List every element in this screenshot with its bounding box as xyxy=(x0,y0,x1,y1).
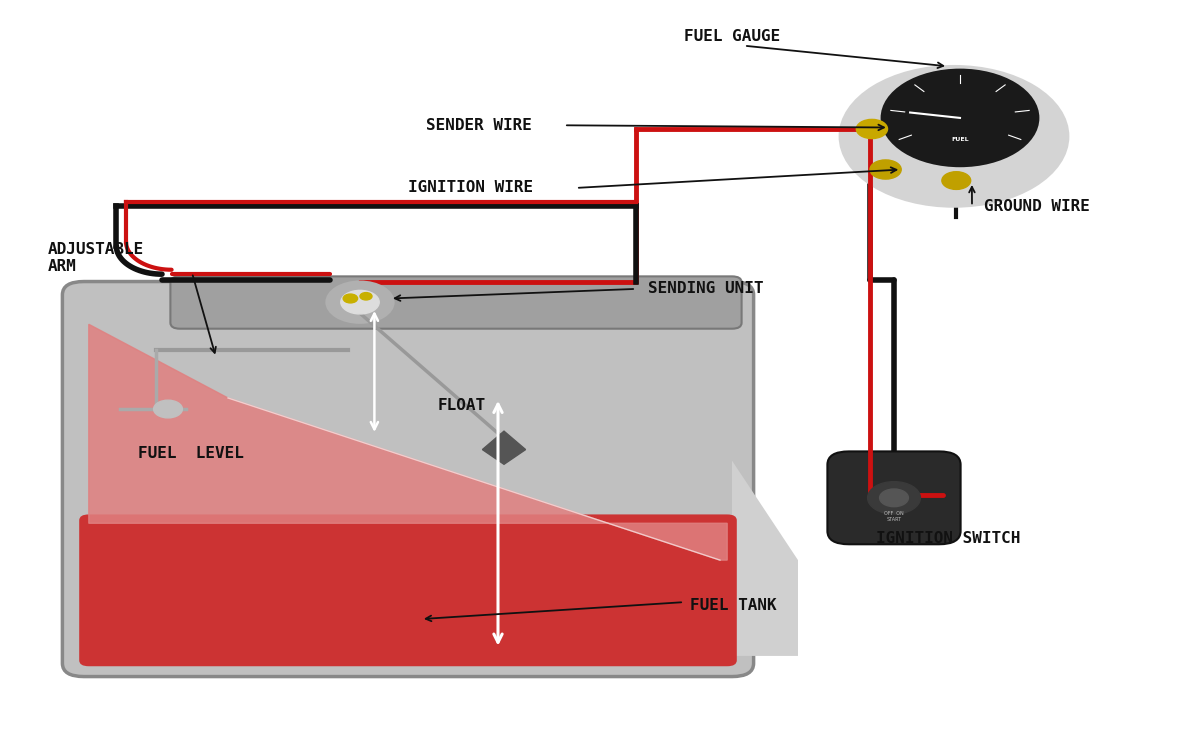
FancyBboxPatch shape xyxy=(828,451,961,544)
Polygon shape xyxy=(732,461,798,656)
Circle shape xyxy=(870,160,901,179)
Circle shape xyxy=(857,119,888,139)
Text: GROUND WIRE: GROUND WIRE xyxy=(984,199,1090,214)
Polygon shape xyxy=(89,324,727,560)
Text: IGNITION WIRE: IGNITION WIRE xyxy=(408,181,533,195)
Text: OFF  ON: OFF ON xyxy=(884,511,904,516)
Circle shape xyxy=(868,482,920,514)
Text: FUEL  LEVEL: FUEL LEVEL xyxy=(138,446,244,461)
Text: SENDING UNIT: SENDING UNIT xyxy=(648,282,763,296)
Circle shape xyxy=(882,70,1038,166)
Circle shape xyxy=(341,290,379,314)
Text: FLOAT: FLOAT xyxy=(438,398,486,413)
FancyBboxPatch shape xyxy=(79,514,737,666)
Text: FUEL TANK: FUEL TANK xyxy=(690,598,776,613)
Text: FUEL GAUGE: FUEL GAUGE xyxy=(684,29,780,44)
Text: ADJUSTABLE
ARM: ADJUSTABLE ARM xyxy=(48,242,144,274)
Polygon shape xyxy=(482,431,526,464)
FancyBboxPatch shape xyxy=(62,282,754,677)
Circle shape xyxy=(326,282,394,323)
Text: IGNITION SWITCH: IGNITION SWITCH xyxy=(876,531,1020,545)
FancyBboxPatch shape xyxy=(170,276,742,329)
Text: SENDER WIRE: SENDER WIRE xyxy=(426,118,532,133)
Circle shape xyxy=(840,66,1068,206)
Circle shape xyxy=(343,294,358,303)
Circle shape xyxy=(154,400,182,418)
Circle shape xyxy=(360,293,372,300)
Text: FUEL: FUEL xyxy=(952,137,968,142)
Circle shape xyxy=(880,489,908,507)
Circle shape xyxy=(942,172,971,189)
Text: START: START xyxy=(887,517,901,523)
